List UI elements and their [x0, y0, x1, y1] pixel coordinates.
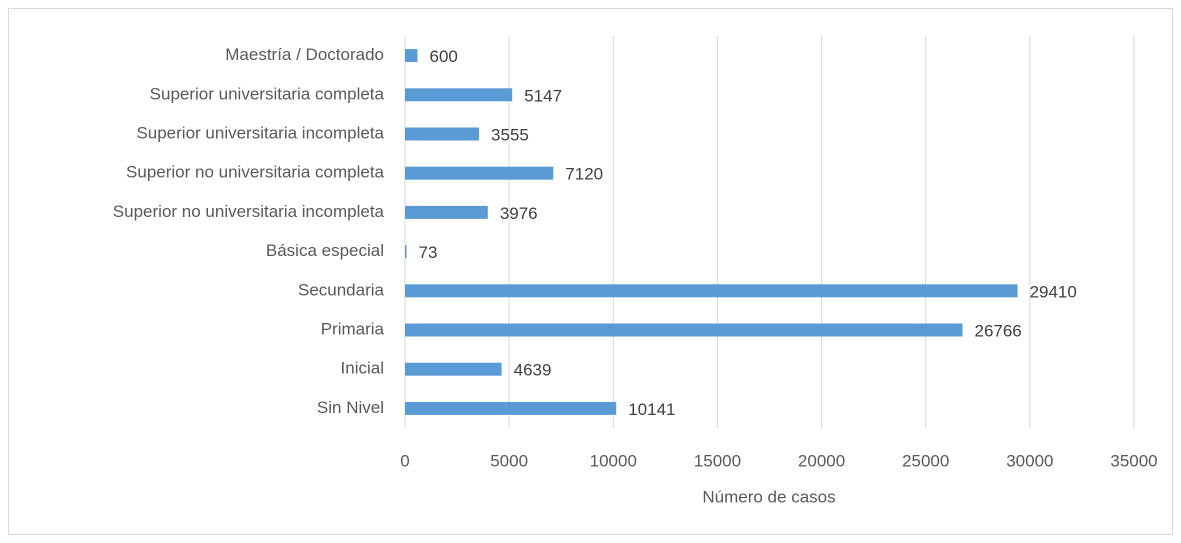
- y-tick-label: Maestría / Doctorado: [225, 45, 384, 64]
- x-tick-label: 25000: [902, 451, 949, 470]
- bar: [405, 284, 1018, 298]
- bar: [405, 127, 480, 141]
- x-tick-label: 30000: [1006, 451, 1053, 470]
- bar: [405, 401, 617, 415]
- bar: [405, 362, 502, 376]
- x-tick-label: 0: [400, 451, 409, 470]
- value-label: 73: [419, 243, 438, 262]
- x-axis-label: Número de casos: [702, 487, 835, 506]
- bar: [405, 245, 407, 259]
- y-tick-label: Secundaria: [298, 280, 385, 299]
- x-tick-label: 35000: [1110, 451, 1157, 470]
- x-tick-label: 10000: [590, 451, 637, 470]
- y-tick-label: Superior universitaria incompleta: [136, 123, 384, 142]
- y-tick-label: Sin Nivel: [317, 398, 384, 417]
- value-label: 3555: [491, 125, 529, 144]
- bar: [405, 323, 963, 337]
- bar: [405, 205, 488, 219]
- y-tick-label: Superior no universitaria incompleta: [113, 202, 385, 221]
- chart-frame: [8, 8, 1173, 535]
- x-tick-label: 5000: [490, 451, 528, 470]
- bar: [405, 166, 554, 180]
- value-label: 7120: [565, 165, 603, 184]
- value-label: 5147: [524, 86, 562, 105]
- value-label: 29410: [1030, 282, 1077, 301]
- y-tick-label: Primaria: [321, 319, 385, 338]
- y-tick-label: Inicial: [341, 359, 384, 378]
- bar: [405, 88, 513, 102]
- y-tick-label: Básica especial: [266, 241, 384, 260]
- value-label: 3976: [500, 204, 538, 223]
- value-label: 4639: [514, 361, 552, 380]
- y-tick-label: Superior no universitaria completa: [126, 163, 385, 182]
- value-label: 10141: [628, 400, 675, 419]
- bar: [405, 49, 418, 63]
- value-label: 26766: [974, 321, 1021, 340]
- value-label: 600: [429, 47, 457, 66]
- x-tick-label: 20000: [798, 451, 845, 470]
- y-tick-label: Superior universitaria completa: [150, 84, 385, 103]
- x-tick-label: 15000: [694, 451, 741, 470]
